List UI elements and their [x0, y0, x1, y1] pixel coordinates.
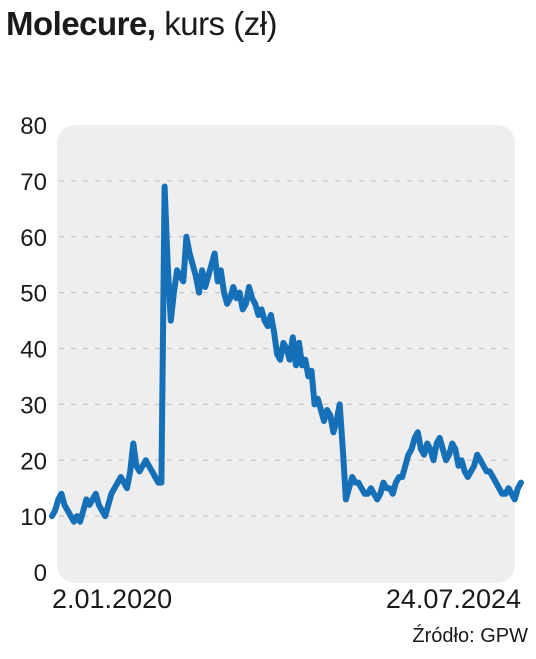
y-tick-label: 20 — [20, 448, 47, 475]
x-tick-label: 2.01.2020 — [52, 584, 172, 614]
y-tick-label: 50 — [20, 281, 47, 308]
chart-title-company: Molecure, — [6, 5, 156, 42]
series-line — [49, 183, 524, 525]
chart-title: Molecure, kurs (zł) — [6, 2, 278, 46]
y-tick-label: 0 — [34, 560, 47, 587]
y-tick-label: 10 — [20, 504, 47, 531]
y-tick-label: 60 — [20, 225, 47, 252]
chart-title-unit: kurs (zł) — [155, 5, 278, 42]
y-tick-label: 30 — [20, 392, 47, 419]
x-axis-ticks: 2.01.2020 24.07.2024 — [52, 584, 521, 614]
x-tick-label: 24.07.2024 — [386, 584, 521, 614]
y-axis-ticks: 0 10 20 30 40 50 60 70 80 — [20, 113, 47, 587]
source-note: Źródło: GPW — [412, 625, 528, 647]
y-tick-label: 40 — [20, 337, 47, 364]
y-tick-label: 80 — [20, 113, 47, 140]
y-tick-label: 70 — [20, 169, 47, 196]
